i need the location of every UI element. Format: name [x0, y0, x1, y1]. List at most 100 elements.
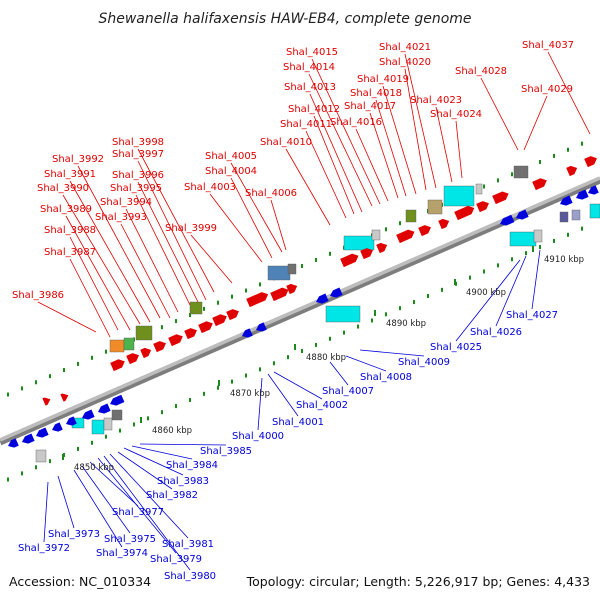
track-tick-reverse [371, 318, 373, 323]
reverse-gene-label: Shal_4001 [272, 417, 324, 428]
scale-tick-mark [374, 310, 376, 316]
forward-label-leader [69, 258, 111, 338]
track-tick-reverse [245, 373, 247, 378]
cog-category-box [533, 229, 543, 243]
track-tick-reverse [203, 391, 205, 396]
forward-gene-label: Shal_4016 [330, 117, 382, 128]
forward-gene-label: Shal_4028 [455, 66, 507, 77]
track-tick-forward [497, 178, 499, 183]
forward-gene-label: Shal_3988 [44, 225, 96, 236]
track-tick-forward [77, 361, 79, 366]
cog-category-box [443, 185, 475, 207]
reverse-gene-label: Shal_4007 [322, 386, 374, 397]
cog-category-box [35, 449, 47, 463]
scale-kbp-label: 4860 kbp [152, 426, 192, 436]
track-tick-forward [217, 300, 219, 305]
track-tick-forward [567, 147, 569, 152]
map-title: Shewanella halifaxensis HAW-EB4, complet… [98, 11, 471, 27]
reverse-gene-label: Shal_4026 [470, 327, 522, 338]
track-tick-reverse [119, 428, 121, 433]
forward-gene-arrow [212, 314, 227, 327]
reverse-gene-arrow [82, 409, 95, 420]
reverse-gene-arrow [8, 438, 19, 448]
track-tick-reverse [7, 477, 9, 482]
reverse-gene-label: Shal_3984 [166, 460, 218, 471]
track-tick-forward [189, 312, 191, 317]
track-tick-forward [161, 325, 163, 330]
track-tick-forward [483, 184, 485, 189]
reverse-label-leader [123, 447, 184, 476]
reverse-gene-label: Shal_3977 [112, 507, 164, 518]
cog-category-box [559, 211, 569, 223]
forward-label-leader [77, 165, 161, 319]
forward-gene-label: Shal_4023 [410, 95, 462, 106]
cog-category-box [111, 409, 123, 421]
forward-gene-label: Shal_3995 [110, 183, 162, 194]
reverse-label-leader [43, 481, 49, 543]
track-tick-forward [553, 153, 555, 158]
accession-text: Accession: NC_010334 [9, 574, 151, 589]
forward-gene-label: Shal_3999 [165, 223, 217, 234]
forward-label-leader [355, 128, 389, 202]
reverse-label-leader [329, 361, 349, 386]
track-tick-reverse [427, 293, 429, 298]
cog-category-box [109, 339, 125, 353]
forward-label-leader [435, 106, 453, 183]
forward-gene-arrow [126, 353, 139, 365]
track-tick-forward [203, 306, 205, 311]
cog-category-box [135, 325, 153, 341]
track-tick-reverse [259, 367, 261, 372]
cog-category-box [427, 199, 443, 215]
forward-gene-label: Shal_4011 [280, 119, 332, 130]
forward-gene-arrow [454, 205, 475, 221]
reverse-gene-label: Shal_3972 [18, 543, 70, 554]
forward-gene-label: Shal_4020 [379, 57, 431, 68]
reverse-gene-arrow [576, 189, 589, 200]
forward-gene-label: Shal_4006 [245, 188, 297, 199]
scale-tick-mark [294, 344, 296, 350]
forward-gene-arrow [226, 309, 239, 321]
reverse-gene-label: Shal_3974 [96, 548, 148, 559]
forward-gene-arrow [360, 248, 373, 260]
forward-gene-label: Shal_4003 [184, 182, 236, 193]
reverse-gene-label: Shal_4008 [360, 372, 412, 383]
track-tick-forward [511, 172, 513, 177]
reverse-label-leader [117, 451, 173, 490]
track-tick-forward [7, 392, 9, 397]
reverse-label-leader [531, 249, 541, 310]
cog-category-box [405, 209, 417, 223]
forward-gene-arrow [476, 201, 489, 213]
track-tick-reverse [189, 397, 191, 402]
forward-gene-arrow [270, 287, 289, 302]
reverse-label-leader [103, 455, 191, 571]
track-tick-reverse [105, 434, 107, 439]
gene-label-layer: Shal_3986Shal_3987Shal_3988Shal_3989Shal… [12, 40, 574, 582]
reverse-label-leader [495, 255, 527, 327]
track-tick-forward [399, 221, 401, 226]
track-tick-reverse [525, 251, 527, 256]
forward-gene-label: Shal_3992 [52, 154, 104, 165]
track-tick-reverse [175, 404, 177, 409]
reverse-gene-arrow [242, 328, 253, 338]
reverse-gene-arrow [98, 403, 111, 414]
track-tick-forward [329, 251, 331, 256]
reverse-gene-label: Shal_4002 [296, 400, 348, 411]
forward-label-leader [37, 301, 97, 333]
forward-gene-label: Shal_4019 [357, 74, 409, 85]
cog-category-box [475, 183, 483, 195]
reverse-label-leader [131, 445, 193, 460]
reverse-label-leader [109, 453, 189, 539]
track-tick-forward [63, 368, 65, 373]
track-tick-forward [581, 141, 583, 146]
track-tick-reverse [77, 446, 79, 451]
reverse-label-leader [81, 465, 131, 534]
forward-gene-arrow [492, 191, 509, 205]
reverse-gene-arrow [22, 433, 35, 444]
forward-gene-arrow [153, 341, 166, 353]
forward-label-leader [65, 215, 131, 331]
track-tick-forward [539, 160, 541, 165]
forward-label-leader [309, 93, 363, 213]
reverse-gene-label: Shal_4025 [430, 342, 482, 353]
forward-label-leader [523, 95, 548, 151]
